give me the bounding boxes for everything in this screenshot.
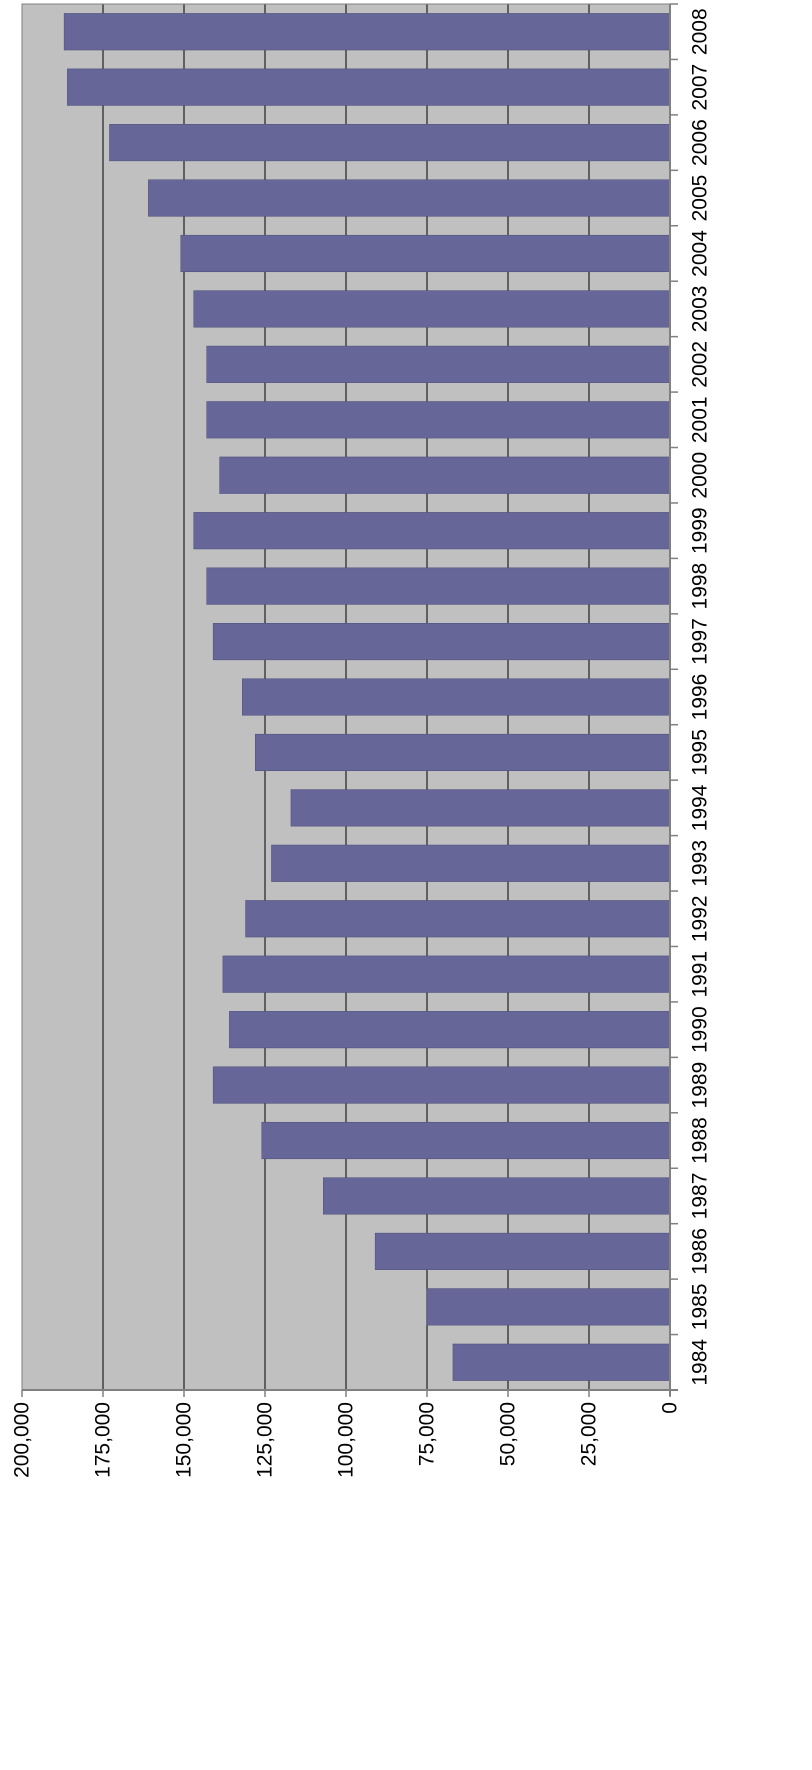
bar-1996 xyxy=(242,678,671,716)
category-tick-label: 1986 xyxy=(689,1228,712,1275)
value-tick-label: 50,000 xyxy=(497,1402,520,1466)
bar-1990 xyxy=(229,1011,671,1049)
category-tick-label: 2002 xyxy=(689,341,712,388)
bar-1999 xyxy=(193,512,671,550)
category-tick-label: 1995 xyxy=(689,729,712,776)
category-tick-label: 1999 xyxy=(689,507,712,554)
category-tick-label: 1987 xyxy=(689,1173,712,1220)
bar-1984 xyxy=(452,1343,671,1381)
category-tick-label: 1998 xyxy=(689,563,712,610)
bar-2002 xyxy=(206,345,671,383)
value-tick-label: 25,000 xyxy=(578,1402,601,1466)
value-tick-label: 175,000 xyxy=(92,1402,115,1478)
category-tick-label: 2004 xyxy=(689,230,712,277)
category-tick-label: 1994 xyxy=(689,784,712,831)
category-tick-label: 1985 xyxy=(689,1283,712,1330)
bar-1989 xyxy=(212,1066,671,1104)
bar-2008 xyxy=(63,13,671,51)
category-tick-label: 1989 xyxy=(689,1062,712,1109)
bar-1993 xyxy=(271,844,671,882)
category-tick-label: 1988 xyxy=(689,1117,712,1164)
bar-2004 xyxy=(180,234,671,273)
bar-1986 xyxy=(374,1232,671,1270)
category-tick-label: 1992 xyxy=(689,895,712,942)
value-axis-tick-labels: 0 25,000 50,000 75,000 100,000 125,000 150,000… xyxy=(11,1402,682,1478)
bar-2007 xyxy=(67,68,671,106)
bars xyxy=(63,13,671,1381)
value-tick-label: 75,000 xyxy=(416,1402,439,1466)
category-tick-label: 2000 xyxy=(689,452,712,499)
category-tick-label: 2008 xyxy=(689,8,712,55)
bar-2006 xyxy=(109,124,671,162)
value-tick-label: 100,000 xyxy=(335,1402,358,1478)
category-tick-label: 2001 xyxy=(689,396,712,443)
axes xyxy=(21,3,678,1397)
value-tick-label: 200,000 xyxy=(11,1402,34,1478)
category-tick-label: 2005 xyxy=(689,175,712,222)
bar-1985 xyxy=(426,1288,671,1326)
value-tick-label: 125,000 xyxy=(254,1402,277,1478)
category-tick-label: 1997 xyxy=(689,618,712,665)
bar-2001 xyxy=(206,401,671,439)
bar-1987 xyxy=(323,1177,671,1215)
bar-1997 xyxy=(212,623,671,661)
category-axis-tick-labels: 2008 2007 2006 2005 2004 2003 2002 2001 2000 1999… xyxy=(689,8,712,1385)
category-tick-label: 1990 xyxy=(689,1006,712,1053)
bar-1994 xyxy=(290,789,671,827)
category-tick-label: 1996 xyxy=(689,674,712,721)
bar-1992 xyxy=(245,900,671,938)
category-tick-label: 1991 xyxy=(689,951,712,998)
value-tick-label: 0 xyxy=(659,1402,682,1414)
bar-2000 xyxy=(219,456,671,494)
value-tick-label: 150,000 xyxy=(173,1402,196,1478)
bar-1995 xyxy=(255,733,671,771)
category-tick-label: 2003 xyxy=(689,286,712,333)
bar-1998 xyxy=(206,567,671,605)
category-tick-label: 1984 xyxy=(689,1339,712,1386)
bar-2005 xyxy=(148,179,671,217)
bar-2003 xyxy=(193,290,671,328)
category-tick-label: 2006 xyxy=(689,119,712,166)
category-tick-label: 2007 xyxy=(689,64,712,111)
bar-1988 xyxy=(261,1121,671,1160)
category-tick-label: 1993 xyxy=(689,840,712,887)
bar-1991 xyxy=(222,955,671,993)
